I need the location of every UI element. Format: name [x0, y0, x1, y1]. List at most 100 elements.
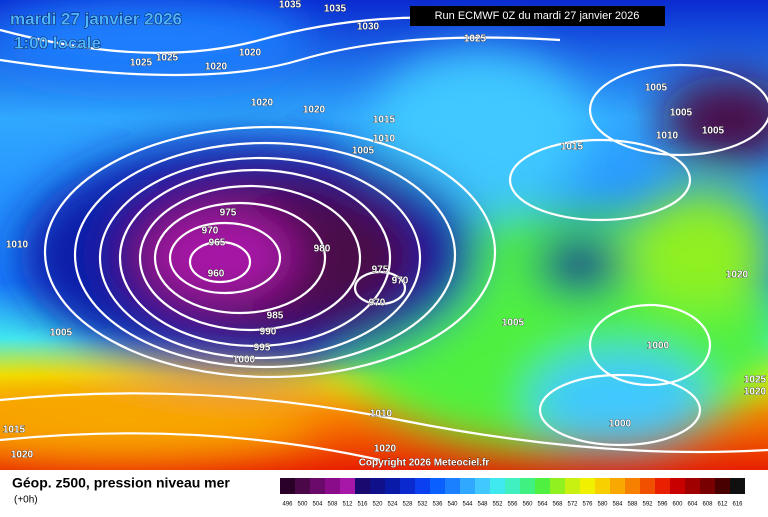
scale-swatch — [370, 478, 385, 494]
scale-swatch — [385, 478, 400, 494]
scale-label: 568 — [552, 502, 563, 508]
isobar-label: 995 — [254, 343, 271, 354]
scale-label: 524 — [387, 502, 398, 508]
isobar-label: 1005 — [352, 146, 375, 157]
scale-swatch — [490, 478, 505, 494]
isobar-label: 1005 — [670, 108, 693, 119]
isobar-label: 1020 — [239, 48, 262, 59]
isobar-label: 1035 — [279, 0, 302, 11]
isobar-label: 1020 — [744, 387, 767, 398]
isobar-label: 1010 — [6, 240, 29, 251]
scale-swatch — [295, 478, 310, 494]
scale-label: 528 — [402, 502, 413, 508]
isobar-label: 1015 — [561, 142, 584, 153]
scale-swatch — [580, 478, 595, 494]
isobar-label: 1020 — [205, 62, 228, 73]
scale-swatch — [475, 478, 490, 494]
scale-label: 564 — [537, 502, 548, 508]
scale-label: 572 — [567, 502, 578, 508]
scale-label: 504 — [312, 502, 323, 508]
isobar-label: 1025 — [156, 53, 179, 64]
isobar-label: 970 — [369, 298, 386, 309]
scale-swatch — [535, 478, 550, 494]
time: 1:00 locale — [14, 33, 101, 52]
scale-label: 500 — [297, 502, 308, 508]
isobar-label: 1015 — [373, 115, 396, 126]
isobar-label: 975 — [220, 208, 237, 219]
scale-label: 548 — [477, 502, 488, 508]
scale-label: 532 — [417, 502, 428, 508]
scale-label: 520 — [372, 502, 383, 508]
field — [0, 0, 768, 470]
legend-title: Géop. z500, pression niveau mer — [12, 475, 230, 491]
scale-swatch — [340, 478, 355, 494]
color-scale: 496 500 504 508 512 516 520 524 528 532 536 540 544 5… — [280, 478, 745, 508]
isobar-labels: 1035 103510301025102510251020102010201020… — [3, 0, 767, 461]
copyright: Copyright 2026 Meteociel.fr — [359, 458, 490, 469]
scale-swatch — [325, 478, 340, 494]
scale-swatch — [715, 478, 730, 494]
scale-label: 496 — [282, 502, 293, 508]
isobar-label: 1010 — [370, 409, 393, 420]
scale-swatch — [430, 478, 445, 494]
scale-swatch — [595, 478, 610, 494]
scale-label: 580 — [597, 502, 608, 508]
isobar-label: 1020 — [251, 98, 274, 109]
isobar-label: 1020 — [726, 270, 749, 281]
isobar-label: 980 — [314, 244, 331, 255]
date: mardi 27 janvier 2026 — [10, 9, 182, 28]
scale-label: 560 — [522, 502, 533, 508]
scale-label: 544 — [462, 502, 473, 508]
scale-label: 600 — [672, 502, 683, 508]
isobar-label: 990 — [260, 327, 277, 338]
isobar-label: 1035 — [324, 4, 347, 15]
isobar-label: 960 — [208, 269, 225, 280]
scale-label: 512 — [342, 502, 353, 508]
isobar-label: 1025 — [464, 34, 487, 45]
scale-label: 540 — [447, 502, 458, 508]
scale-label: 552 — [492, 502, 503, 508]
scale-label: 508 — [327, 502, 338, 508]
isobar-label: 1020 — [374, 444, 397, 455]
scale-label: 556 — [507, 502, 518, 508]
scale-label: 596 — [657, 502, 668, 508]
scale-swatch — [280, 478, 295, 494]
isobar-label: 975 — [372, 265, 389, 276]
scale-swatch — [460, 478, 475, 494]
scale-label: 588 — [627, 502, 638, 508]
scale-label: 536 — [432, 502, 443, 508]
isobar-label: 1005 — [50, 328, 73, 339]
scale-label: 612 — [717, 502, 728, 508]
isobar-label: 1000 — [609, 419, 632, 430]
scale-label: 576 — [582, 502, 593, 508]
isobar-label: 1020 — [303, 105, 326, 116]
scale-swatch — [355, 478, 370, 494]
run-info: Run ECMWF 0Z du mardi 27 janvier 2026 — [435, 10, 640, 22]
isobar-label: 1015 — [3, 425, 26, 436]
isobar-label: 970 — [392, 276, 409, 287]
isobar-label: 1025 — [744, 375, 767, 386]
isobar-label: 1025 — [130, 58, 153, 69]
scale-swatch — [310, 478, 325, 494]
scale-swatch — [640, 478, 655, 494]
scale-label: 608 — [702, 502, 713, 508]
scale-swatch — [625, 478, 640, 494]
scale-swatch — [505, 478, 520, 494]
isobar-label: 965 — [209, 238, 226, 249]
scale-swatch — [565, 478, 580, 494]
isobar-label: 1030 — [357, 22, 380, 33]
scale-swatch — [700, 478, 715, 494]
scale-swatch — [610, 478, 625, 494]
isobar-label: 985 — [267, 311, 284, 322]
scale-label: 592 — [642, 502, 653, 508]
scale-swatch — [685, 478, 700, 494]
scale-swatch — [730, 478, 745, 494]
legend-subtitle: (+0h) — [14, 495, 38, 506]
scale-swatch — [400, 478, 415, 494]
scale-swatch — [670, 478, 685, 494]
isobar-label: 1000 — [647, 341, 670, 352]
scale-swatch — [655, 478, 670, 494]
isobar-label: 1005 — [702, 126, 725, 137]
scale-label: 516 — [357, 502, 368, 508]
